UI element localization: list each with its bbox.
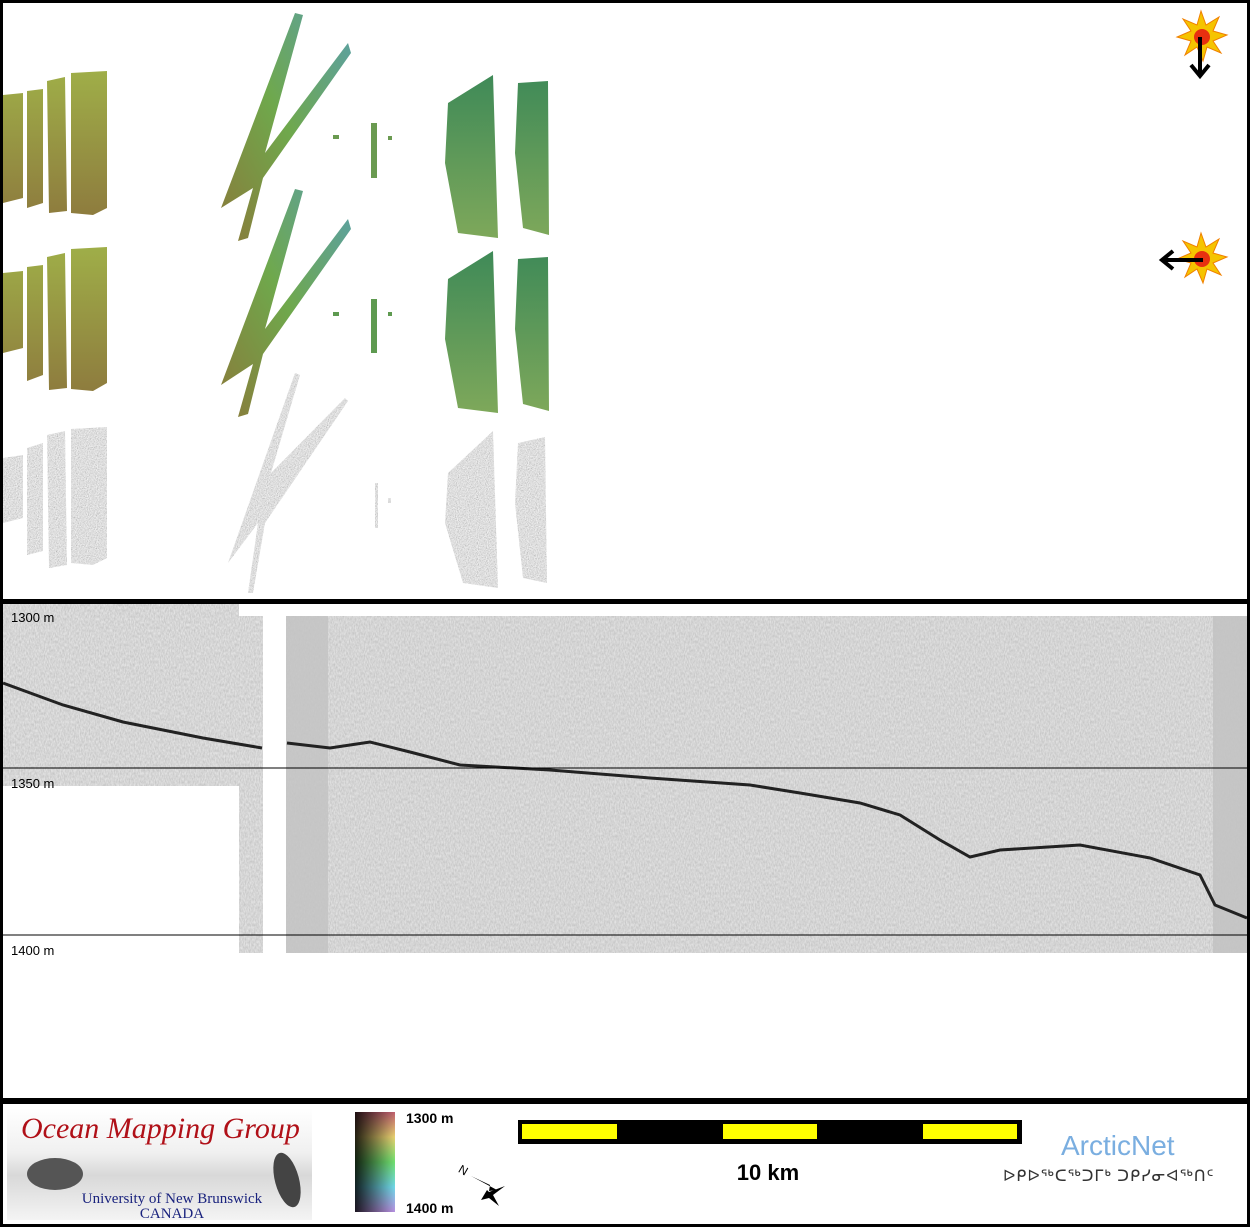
north-label: N [456, 1162, 471, 1178]
arcticnet-inuktitut-text: ᐅᑭᐅᖅᑕᖅᑐᒥᒃ ᑐᑭᓯᓂᐊᖅᑎᑦ [1003, 1168, 1215, 1185]
scale-bar-segment [923, 1124, 1017, 1139]
depth-label-1300: 1300 m [11, 610, 55, 625]
ocean-mapping-group-logo: Ocean Mapping Group University of New Br… [7, 1108, 312, 1222]
profile-backscatter-background [3, 604, 1247, 953]
depth-colorbar [355, 1112, 395, 1212]
north-arrow-icon: N [456, 1162, 505, 1206]
sun-illumination-from-north-icon [1175, 9, 1229, 80]
scale-bar-segment [723, 1124, 817, 1139]
logo-title: Ocean Mapping Group [21, 1112, 300, 1145]
arcticnet-logo: ArcticNet [1061, 1130, 1175, 1161]
swath-row-2 [3, 189, 549, 417]
seafloor-profile-panel: 1300 m 1350 m 1400 m [3, 604, 1247, 1098]
seafloor-reflector-line [286, 740, 1247, 920]
colorbar-bottom-label: 1400 m [406, 1200, 454, 1216]
depth-label-1350: 1350 m [11, 776, 55, 791]
swath-row-3-backscatter [3, 373, 547, 593]
scale-bar-label: 10 km [736, 1160, 800, 1185]
depth-label-1400: 1400 m [11, 943, 55, 958]
legend-panel: Ocean Mapping Group University of New Br… [3, 1104, 1247, 1224]
swath-row-1 [3, 13, 549, 241]
profile-image [3, 604, 1247, 953]
colorbar-top-label: 1300 m [406, 1110, 454, 1126]
swath-overview-panel [3, 3, 1247, 599]
seafloor-logo-graphic [27, 1152, 301, 1208]
logo-university: University of New Brunswick [81, 1191, 263, 1207]
swath-renderings [3, 13, 549, 593]
scale-bar [518, 1120, 1022, 1144]
seafloor-reflector-line [3, 681, 263, 750]
logo-country: CANADA [139, 1206, 205, 1222]
logo-subtitle: University of New Brunswick CANADA [77, 1192, 267, 1222]
scale-bar-segment [522, 1124, 617, 1139]
sun-illumination-from-east-icon [1158, 231, 1229, 285]
